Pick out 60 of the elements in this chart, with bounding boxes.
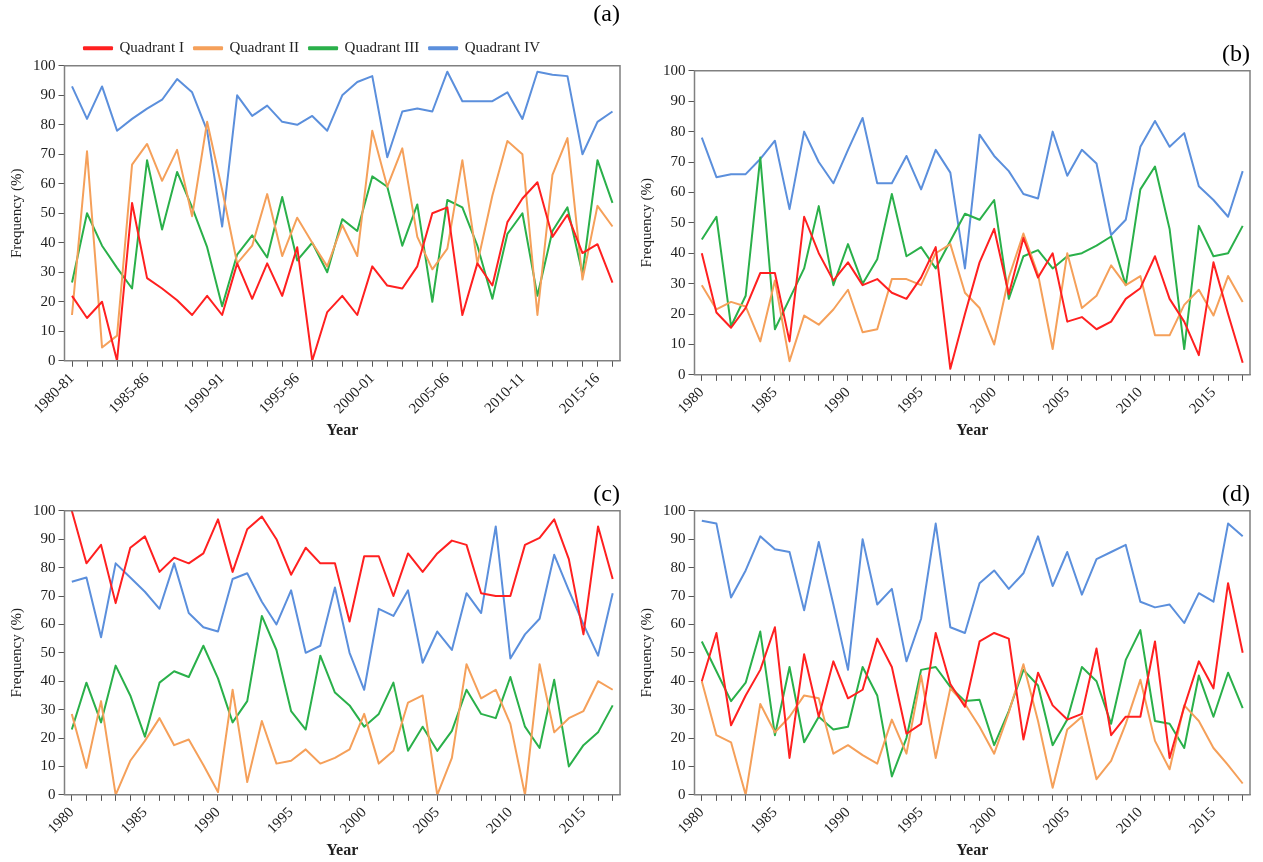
y-tick-label: 90 <box>670 92 686 109</box>
y-axis-title: Frequency (%) <box>7 608 25 698</box>
legend-label: Quadrant IV <box>464 39 541 56</box>
y-tick-label: 90 <box>40 86 56 103</box>
y-tick-label: 20 <box>40 292 56 309</box>
y-tick-label: 0 <box>48 785 56 802</box>
y-tick-label: 100 <box>33 501 56 518</box>
y-tick-label: 70 <box>40 145 56 162</box>
y-tick-label: 100 <box>663 501 686 518</box>
y-tick-label: 10 <box>40 322 56 339</box>
x-axis-title: Year <box>956 840 989 858</box>
y-tick-label: 70 <box>40 586 56 603</box>
y-tick-label: 90 <box>40 530 56 547</box>
y-tick-label: 40 <box>40 233 56 250</box>
y-axis-title: Frequency (%) <box>637 608 655 698</box>
y-tick-label: 0 <box>678 365 686 382</box>
y-tick-label: 30 <box>670 274 686 291</box>
y-tick-label: 90 <box>670 530 686 547</box>
x-axis-title: Year <box>956 420 989 438</box>
y-tick-label: 60 <box>40 615 56 632</box>
y-tick-label: 100 <box>663 61 686 78</box>
y-tick-label: 50 <box>670 643 686 660</box>
chart-title: (b) <box>1222 39 1250 66</box>
y-tick-label: 0 <box>678 785 686 802</box>
y-tick-label: 60 <box>40 174 56 191</box>
y-tick-label: 80 <box>670 122 686 139</box>
y-tick-label: 30 <box>670 700 686 717</box>
chart-title: (a) <box>593 0 620 26</box>
y-tick-label: 100 <box>33 56 56 73</box>
x-axis-title: Year <box>326 840 359 858</box>
y-tick-label: 70 <box>670 586 686 603</box>
y-tick-label: 30 <box>40 263 56 280</box>
y-tick-label: 50 <box>670 213 686 230</box>
y-tick-label: 0 <box>48 351 56 368</box>
legend-label: Quadrant II <box>229 39 300 56</box>
y-tick-label: 10 <box>670 757 686 774</box>
y-tick-label: 60 <box>670 183 686 200</box>
y-tick-label: 60 <box>670 615 686 632</box>
legend-label: Quadrant III <box>344 39 420 56</box>
x-axis-title: Year <box>326 420 359 438</box>
y-tick-label: 40 <box>670 672 686 689</box>
y-tick-label: 30 <box>40 700 56 717</box>
y-tick-label: 50 <box>40 204 56 221</box>
y-tick-label: 10 <box>670 335 686 352</box>
y-tick-label: 80 <box>40 115 56 132</box>
y-tick-label: 80 <box>40 558 56 575</box>
y-tick-label: 20 <box>40 728 56 745</box>
y-tick-label: 20 <box>670 728 686 745</box>
y-tick-label: 20 <box>670 304 686 321</box>
chart-title: (c) <box>593 479 620 506</box>
y-tick-label: 50 <box>40 643 56 660</box>
y-tick-label: 80 <box>670 558 686 575</box>
y-axis-title: Frequency (%) <box>637 178 655 268</box>
legend-label: Quadrant I <box>119 39 185 56</box>
y-tick-label: 70 <box>670 152 686 169</box>
y-tick-label: 10 <box>40 757 56 774</box>
chart-title: (d) <box>1222 479 1250 506</box>
y-axis-title: Frequency (%) <box>7 168 25 259</box>
y-tick-label: 40 <box>40 672 56 689</box>
y-tick-label: 40 <box>670 244 686 261</box>
